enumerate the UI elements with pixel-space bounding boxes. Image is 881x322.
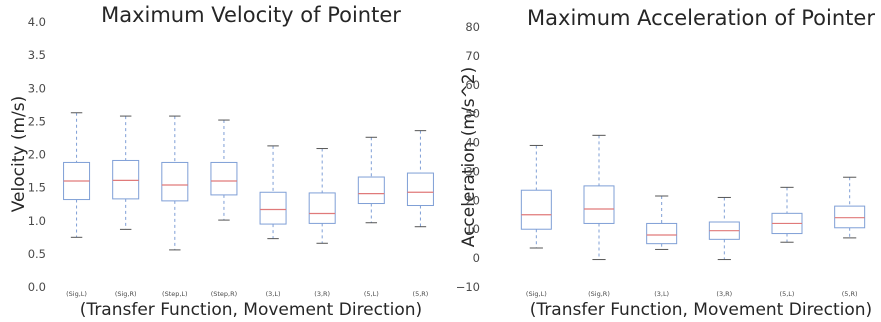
velocity-box-5: [308, 148, 336, 244]
acceleration-x-tick-label: (3,L): [654, 290, 669, 298]
acceleration-y-ticks: −10 0 10 20 30 40 50 60 70 80: [456, 20, 480, 294]
velocity-x-tick-label: (5,L): [364, 290, 379, 298]
acceleration-x-tick-label: (Sig,L): [526, 290, 547, 298]
velocity-x-tick-label: (Sig,R): [115, 290, 137, 298]
iqr-box: [646, 222, 678, 245]
velocity-box-1: [112, 115, 140, 230]
acceleration-box-4: [771, 186, 803, 243]
velocity-y-tick-label: 3.5: [28, 48, 46, 62]
acceleration-box-5: [834, 176, 866, 239]
velocity-chart: Maximum Velocity of Pointer Velocity (m/…: [9, 3, 434, 320]
acceleration-x-tick-label: (5,L): [780, 290, 795, 298]
velocity-y-ticks: 0.0 0.5 1.0 1.5 2.0 2.5 3.0 3.5 4.0: [28, 15, 46, 294]
velocity-y-tick-label: 2.0: [28, 148, 46, 162]
velocity-box-0: [63, 112, 91, 238]
velocity-y-axis-label: Velocity (m/s): [9, 96, 29, 213]
velocity-box-6: [357, 136, 385, 224]
velocity-y-tick-label: 4.0: [28, 15, 46, 29]
velocity-x-tick-label: (3,L): [266, 290, 281, 298]
iqr-box: [357, 176, 385, 205]
velocity-x-tick-label: (3,R): [314, 290, 330, 298]
velocity-chart-title: Maximum Velocity of Pointer: [101, 3, 401, 27]
velocity-x-tick-label: (Step,R): [211, 290, 237, 298]
velocity-y-tick-label: 1.5: [28, 181, 46, 195]
acceleration-y-tick-label: 70: [465, 49, 480, 63]
velocity-y-tick-label: 1.0: [28, 214, 46, 228]
iqr-box: [520, 189, 552, 230]
iqr-box: [834, 205, 866, 229]
velocity-box-3: [210, 119, 238, 221]
velocity-x-tick-label: (5,R): [413, 290, 429, 298]
acceleration-x-tick-label: (3,R): [716, 290, 732, 298]
acceleration-box-3: [708, 196, 740, 261]
velocity-x-tick-label: (Sig,L): [66, 290, 87, 298]
acceleration-x-tick-label: (Sig,R): [588, 290, 610, 298]
acceleration-box-2: [646, 195, 678, 250]
acceleration-y-axis-label: Acceleration (m/s^2): [459, 67, 479, 248]
acceleration-x-ticks: (Sig,L) (Sig,R) (3,L) (3,R) (5,L) (5,R): [526, 290, 858, 298]
iqr-box: [406, 172, 434, 207]
acceleration-x-tick-label: (5,R): [842, 290, 858, 298]
velocity-x-tick-label: (Step,L): [162, 290, 188, 298]
iqr-box: [112, 159, 140, 200]
acceleration-y-tick-label: 30: [465, 164, 480, 178]
acceleration-y-tick-label: 50: [465, 107, 480, 121]
acceleration-box-0: [520, 144, 552, 249]
velocity-y-tick-label: 0.0: [28, 280, 46, 294]
velocity-y-tick-label: 2.5: [28, 114, 46, 128]
acceleration-chart-title: Maximum Acceleration of Pointer: [527, 6, 875, 30]
velocity-box-4: [259, 145, 287, 240]
iqr-box: [308, 192, 336, 224]
iqr-box: [259, 191, 287, 225]
iqr-box: [583, 185, 615, 224]
acceleration-y-tick-label: −10: [456, 280, 480, 294]
velocity-y-tick-label: 0.5: [28, 247, 46, 261]
acceleration-y-tick-label: 20: [465, 193, 480, 207]
velocity-x-ticks: (Sig,L) (Sig,R) (Step,L) (Step,R) (3,L) (3,R)…: [66, 290, 428, 298]
acceleration-y-tick-label: 10: [465, 222, 480, 236]
acceleration-boxes: [520, 134, 866, 261]
velocity-box-2: [161, 115, 189, 251]
acceleration-y-tick-label: 60: [465, 78, 480, 92]
acceleration-box-1: [583, 134, 615, 261]
iqr-box: [161, 161, 189, 202]
velocity-box-7: [406, 130, 434, 228]
acceleration-y-tick-label: 0: [473, 251, 480, 265]
velocity-y-tick-label: 3.0: [28, 81, 46, 95]
acceleration-y-tick-label: 80: [465, 20, 480, 34]
iqr-box: [210, 161, 238, 196]
acceleration-y-tick-label: 40: [465, 136, 480, 150]
velocity-boxes: [63, 112, 434, 251]
acceleration-x-axis-label: (Transfer Function, Movement Direction): [530, 300, 872, 320]
velocity-x-axis-label: (Transfer Function, Movement Direction): [80, 300, 422, 320]
acceleration-chart: Maximum Acceleration of Pointer Accelera…: [456, 6, 876, 320]
